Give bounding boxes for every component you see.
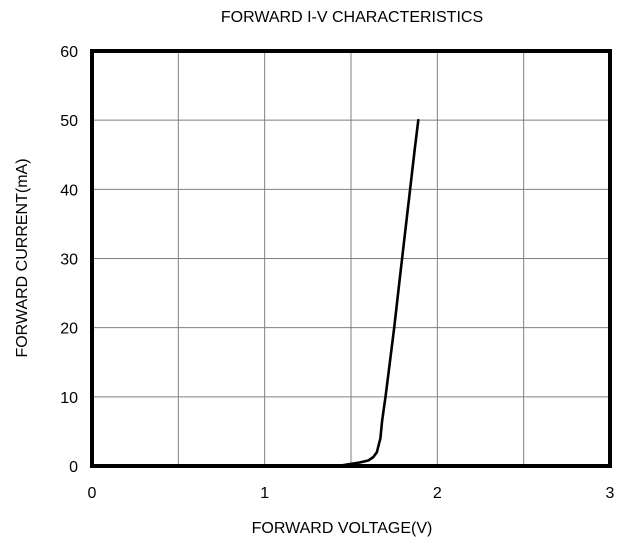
- y-tick-label: 20: [60, 321, 78, 338]
- x-tick-label: 3: [606, 485, 615, 502]
- x-tick-label: 0: [88, 485, 97, 502]
- x-tick-label: 1: [260, 485, 269, 502]
- series-line: [328, 118, 420, 468]
- y-tick-label: 60: [60, 44, 78, 61]
- x-axis-title: FORWARD VOLTAGE(V): [252, 520, 433, 537]
- grid-lines: [92, 51, 610, 466]
- plot-frame: [90, 49, 612, 468]
- chart-title: FORWARD I-V CHARACTERISTICS: [221, 9, 483, 26]
- y-tick-label: 40: [60, 182, 78, 199]
- y-tick-label: 0: [69, 459, 78, 476]
- y-tick-label: 50: [60, 113, 78, 130]
- y-tick-label: 30: [60, 252, 78, 269]
- y-axis-title: FORWARD CURRENT(mA): [14, 158, 31, 357]
- y-tick-labels: 0 10 20 30 40 50 60: [60, 44, 78, 476]
- data-series: [328, 118, 420, 468]
- x-tick-labels: 0 1 2 3: [88, 485, 615, 502]
- y-tick-label: 10: [60, 390, 78, 407]
- x-tick-label: 2: [433, 485, 442, 502]
